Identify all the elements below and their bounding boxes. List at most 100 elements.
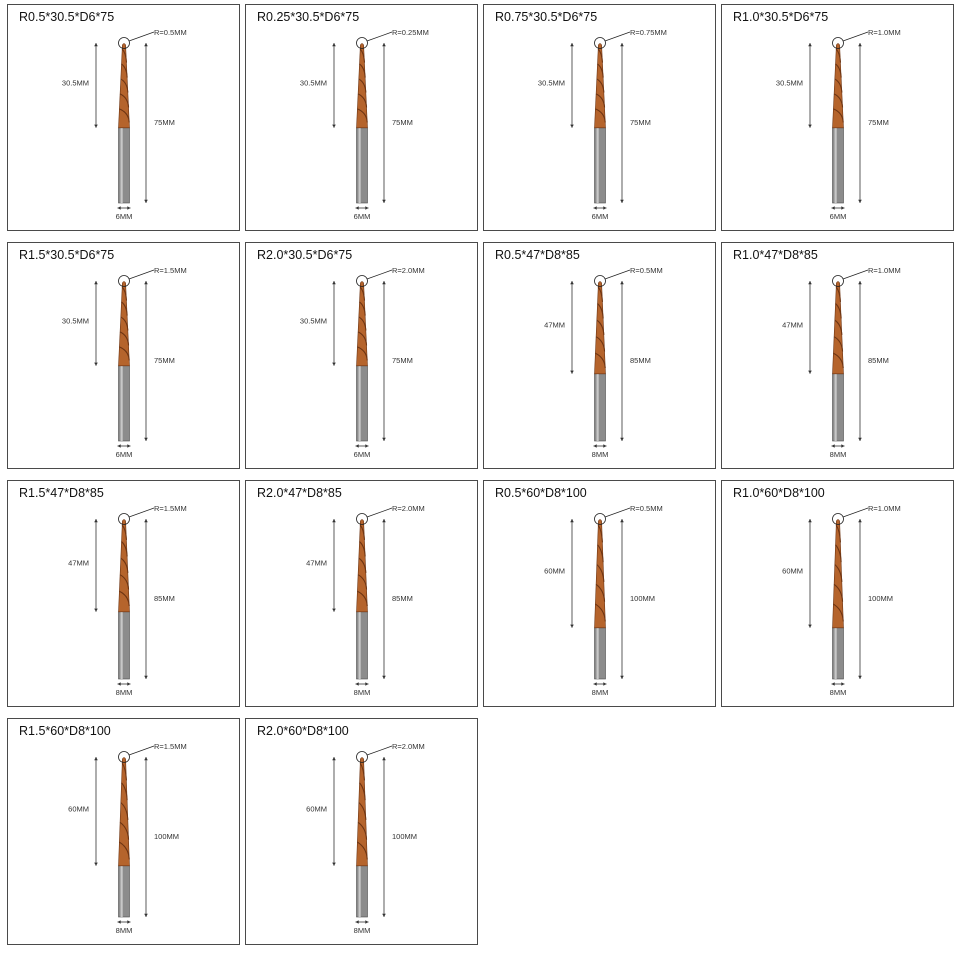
product-title: R0.5*30.5*D6*75: [19, 10, 115, 24]
overall-length-dimension: [144, 281, 148, 441]
shank-highlight: [120, 611, 123, 679]
product-card: R2.0*60*D8*100 R=2.0MM 60MM 100MM 8MM: [245, 718, 478, 945]
product-title: R0.5*60*D8*100: [495, 486, 587, 500]
helix-line: [596, 564, 605, 582]
radius-label: R=1.5MM: [154, 742, 187, 751]
helix-line: [119, 108, 130, 123]
tip-radius-circle: [356, 275, 368, 287]
radius-leader-line: [366, 31, 393, 42]
tip-radius-circle: [118, 751, 130, 763]
tip-radius-circle: [832, 513, 844, 525]
flute-length-dimension: [570, 43, 574, 128]
overall-length-dimension: [620, 43, 624, 203]
helix-line: [358, 316, 367, 331]
radius-leader-line: [128, 31, 155, 42]
radius-leader-line: [128, 745, 155, 756]
helix-line: [358, 557, 367, 574]
end-mill-drawing: R=0.5MM 60MM 100MM 8MM: [544, 504, 663, 697]
product-card: R0.5*47*D8*85 R=0.5MM 47MM 85MM 8MM: [483, 242, 716, 469]
helix-line: [121, 301, 128, 316]
shank-highlight: [358, 611, 361, 679]
product-card: R0.5*60*D8*100 R=0.5MM 60MM 100MM 8MM: [483, 480, 716, 707]
tip-radius-circle: [118, 513, 130, 525]
radius-label: R=2.0MM: [392, 266, 425, 275]
helix-line: [357, 93, 368, 108]
product-title: R2.0*47*D8*85: [257, 486, 342, 500]
flute-length-dimension: [94, 519, 98, 612]
helix-line: [359, 762, 365, 781]
shank-highlight: [120, 127, 123, 203]
diameter-label: 8MM: [830, 450, 847, 459]
helix-line: [359, 301, 366, 316]
shank-highlight: [596, 127, 599, 203]
helix-line: [119, 821, 130, 840]
helix-line: [834, 78, 843, 93]
end-mill-drawing: R=1.5MM 47MM 85MM 8MM: [68, 504, 187, 697]
coated-flute: [118, 757, 130, 867]
flute-length-label: 60MM: [544, 566, 565, 575]
tip-radius-circle: [356, 751, 368, 763]
helix-line: [359, 63, 366, 78]
helix-line: [357, 108, 368, 123]
product-card: R1.0*60*D8*100 R=1.0MM 60MM 100MM 8MM: [721, 480, 954, 707]
shank: [594, 127, 606, 204]
diameter-dimension: [831, 444, 845, 448]
product-title: R2.0*30.5*D6*75: [257, 248, 353, 262]
product-title: R2.0*60*D8*100: [257, 724, 349, 738]
end-mill-drawing: R=2.0MM 30.5MM 75MM 6MM: [300, 266, 425, 459]
product-card: R0.5*30.5*D6*75 R=0.5MM 30.5MM 75MM 6MM: [7, 4, 240, 231]
overall-length-label: 85MM: [868, 356, 889, 365]
helix-line: [120, 316, 129, 331]
diameter-label: 6MM: [354, 212, 371, 221]
helix-line: [597, 48, 604, 63]
radius-label: R=1.5MM: [154, 266, 187, 275]
helix-line: [120, 557, 129, 574]
helix-line: [833, 93, 844, 108]
radius-label: R=0.5MM: [630, 504, 663, 513]
diameter-label: 6MM: [592, 212, 609, 221]
flute-length-dimension: [94, 43, 98, 128]
diameter-dimension: [355, 682, 369, 686]
shank-highlight: [596, 627, 599, 679]
shank-highlight: [120, 365, 123, 441]
product-card: R2.0*47*D8*85 R=2.0MM 47MM 85MM 8MM: [245, 480, 478, 707]
tip-radius-circle: [832, 37, 844, 49]
radius-label: R=0.75MM: [630, 28, 667, 37]
helix-line: [596, 319, 605, 336]
diameter-dimension: [593, 444, 607, 448]
overall-length-label: 75MM: [392, 356, 413, 365]
overall-length-dimension: [144, 43, 148, 203]
overall-length-label: 75MM: [154, 118, 175, 127]
radius-leader-line: [604, 269, 631, 280]
coated-flute: [832, 43, 844, 129]
helix-line: [119, 346, 130, 361]
tip-radius-circle: [594, 37, 606, 49]
diameter-label: 8MM: [592, 688, 609, 697]
flute-length-label: 47MM: [544, 320, 565, 329]
flute-length-dimension: [94, 281, 98, 366]
coated-flute: [118, 43, 130, 129]
end-mill-drawing: R=1.5MM 60MM 100MM 8MM: [68, 742, 187, 935]
helix-line: [596, 78, 605, 93]
shank: [832, 373, 844, 442]
flute-length-dimension: [808, 281, 812, 374]
overall-length-label: 75MM: [868, 118, 889, 127]
overall-length-dimension: [858, 281, 862, 441]
helix-line: [121, 541, 128, 557]
overall-length-dimension: [382, 281, 386, 441]
helix-line: [119, 331, 130, 346]
shank: [118, 611, 130, 680]
diameter-dimension: [831, 206, 845, 210]
helix-line: [834, 319, 843, 336]
tip-radius-circle: [356, 513, 368, 525]
diameter-dimension: [593, 682, 607, 686]
product-card: R1.0*30.5*D6*75 R=1.0MM 30.5MM 75MM 6MM: [721, 4, 954, 231]
flute-length-dimension: [332, 757, 336, 866]
radius-label: R=0.25MM: [392, 28, 429, 37]
overall-length-dimension: [858, 43, 862, 203]
flute-length-label: 60MM: [782, 566, 803, 575]
radius-leader-line: [366, 745, 393, 756]
helix-line: [357, 574, 368, 590]
helix-line: [835, 63, 842, 78]
